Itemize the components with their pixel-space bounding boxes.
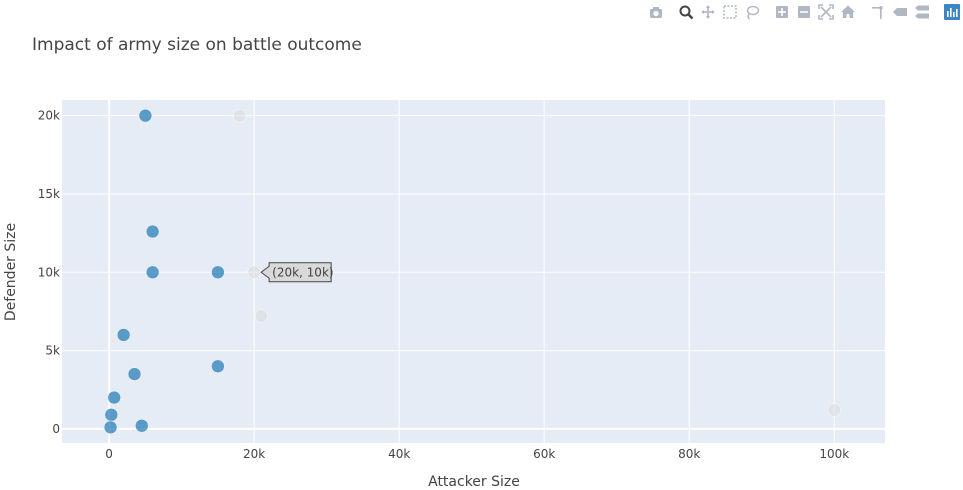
zoom-in-icon[interactable]	[771, 3, 793, 21]
modebar-group	[867, 3, 933, 21]
data-point[interactable]	[211, 359, 225, 374]
x-tick-label: 60k	[533, 447, 555, 461]
x-tick-label: 20k	[243, 447, 265, 461]
hover-closest-icon[interactable]	[889, 3, 911, 21]
hover-tooltip-text: (20k, 10k)	[272, 265, 333, 279]
data-point[interactable]	[103, 420, 118, 435]
data-point-unselected[interactable]	[254, 309, 269, 323]
hover-tooltip-box	[260, 262, 332, 283]
data-point[interactable]	[104, 408, 119, 422]
data-point-unselected[interactable]	[232, 108, 247, 123]
y-tick-labels: 0 5k 10k 15k 20k	[38, 109, 60, 436]
y-tick-label: 15k	[38, 187, 60, 201]
modebar	[637, 3, 963, 21]
box-select-icon[interactable]	[719, 3, 741, 21]
lasso-select-icon[interactable]	[741, 3, 763, 21]
y-tick-label: 20k	[38, 109, 60, 123]
reset-axes-icon[interactable]	[837, 3, 859, 21]
zoom-out-icon[interactable]	[793, 3, 815, 21]
data-point[interactable]	[211, 265, 225, 280]
data-points	[103, 108, 841, 435]
y-axis-title: Defender Size	[3, 223, 19, 321]
plot-area[interactable]	[62, 100, 885, 443]
autoscale-icon[interactable]	[815, 3, 837, 21]
x-tick-label: 0	[105, 447, 113, 461]
modebar-group	[941, 3, 963, 21]
pan-icon[interactable]	[697, 3, 719, 21]
modebar-group	[675, 3, 763, 21]
data-point[interactable]	[116, 328, 131, 342]
plotly-logo-icon[interactable]	[941, 3, 963, 21]
data-point-unselected[interactable]	[247, 265, 261, 280]
data-point[interactable]	[107, 390, 121, 405]
y-gridlines	[62, 115, 885, 430]
data-point[interactable]	[145, 265, 160, 280]
toggle-spike-lines-icon[interactable]	[867, 3, 889, 21]
data-point[interactable]	[135, 419, 149, 433]
x-tick-label: 80k	[678, 447, 700, 461]
x-tick-label: 100k	[819, 447, 849, 461]
chart-title: Impact of army size on battle outcome	[32, 35, 362, 55]
modebar-group	[645, 3, 667, 21]
data-point[interactable]	[127, 367, 142, 381]
modebar-group	[771, 3, 859, 21]
data-point[interactable]	[145, 224, 160, 239]
data-point[interactable]	[138, 108, 153, 123]
y-tick-label: 10k	[38, 265, 60, 279]
x-tick-label: 40k	[388, 447, 410, 461]
hover-tooltip: (20k, 10k)	[260, 262, 334, 283]
y-tick-label: 0	[52, 422, 60, 436]
x-tick-labels: 0 20k 40k 60k 80k 100k	[105, 447, 849, 461]
data-point-unselected[interactable]	[827, 403, 841, 417]
x-axis-title: Attacker Size	[428, 474, 520, 490]
camera-icon[interactable]	[645, 3, 667, 21]
y-tick-label: 5k	[45, 344, 60, 358]
zoom-icon[interactable]	[675, 3, 697, 21]
hover-compare-icon[interactable]	[911, 3, 933, 21]
